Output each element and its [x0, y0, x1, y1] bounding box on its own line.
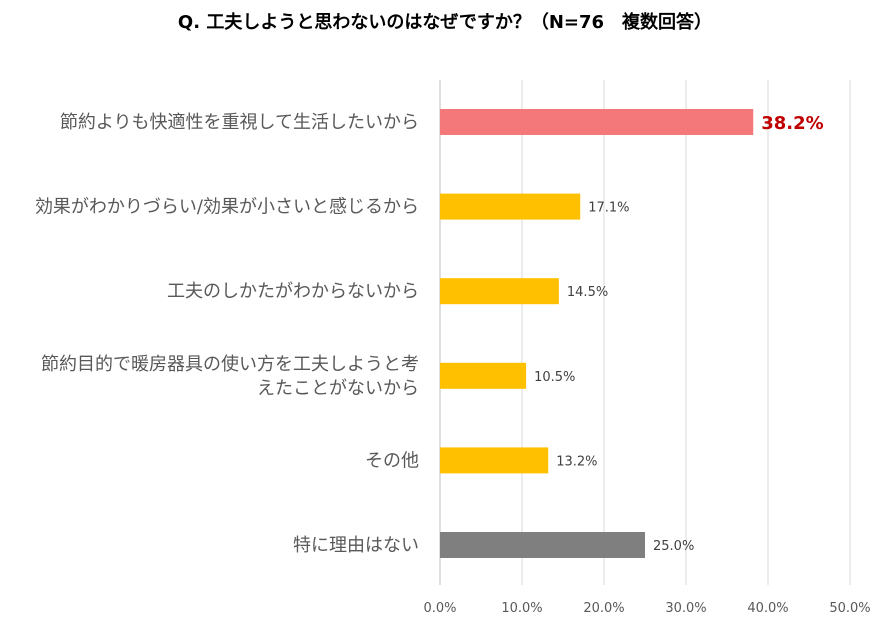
bar: [440, 532, 645, 558]
value-label: 14.5%: [567, 285, 608, 300]
bar: [440, 109, 754, 135]
x-axis-ticks: 0.0% 10.0% 20.0% 30.0% 40.0% 50.0%: [423, 601, 870, 616]
chart-title: Q. 工夫しようと思わないのはなぜですか？（N=76 複数回答）: [178, 11, 712, 33]
bars: [440, 109, 754, 558]
bar: [440, 362, 527, 389]
x-tick-label: 10.0%: [501, 601, 542, 616]
category-label: 節約目的で暖房器具の使い方を工夫しようと考: [41, 354, 419, 375]
value-label: 38.2%: [761, 113, 823, 134]
value-label: 17.1%: [588, 201, 629, 216]
value-label: 25.0%: [653, 539, 694, 554]
value-label: 10.5%: [534, 370, 575, 385]
value-labels: 38.2% 17.1% 14.5% 10.5% 13.2% 25.0%: [534, 113, 824, 554]
x-tick-label: 40.0%: [747, 601, 788, 616]
bar: [440, 278, 559, 305]
x-tick-label: 30.0%: [665, 601, 706, 616]
category-label: 節約よりも快適性を重視して生活したいから: [60, 112, 419, 133]
category-label: その他: [365, 450, 419, 471]
x-tick-label: 50.0%: [829, 601, 870, 616]
grid-lines: [439, 80, 851, 585]
x-tick-label: 0.0%: [423, 601, 456, 616]
x-tick-label: 20.0%: [583, 601, 624, 616]
category-label: 特に理由はない: [293, 535, 419, 556]
value-label: 13.2%: [556, 454, 597, 469]
category-labels: 節約よりも快適性を重視して生活したいから効果がわかりづらい/効果が小さいと感じる…: [35, 112, 419, 556]
category-label: えたことがないから: [257, 378, 419, 399]
bar: [440, 193, 581, 220]
category-label: 効果がわかりづらい/効果が小さいと感じるから: [35, 197, 419, 218]
bar: [440, 447, 549, 474]
category-label: 工夫のしかたがわからないから: [167, 281, 419, 302]
